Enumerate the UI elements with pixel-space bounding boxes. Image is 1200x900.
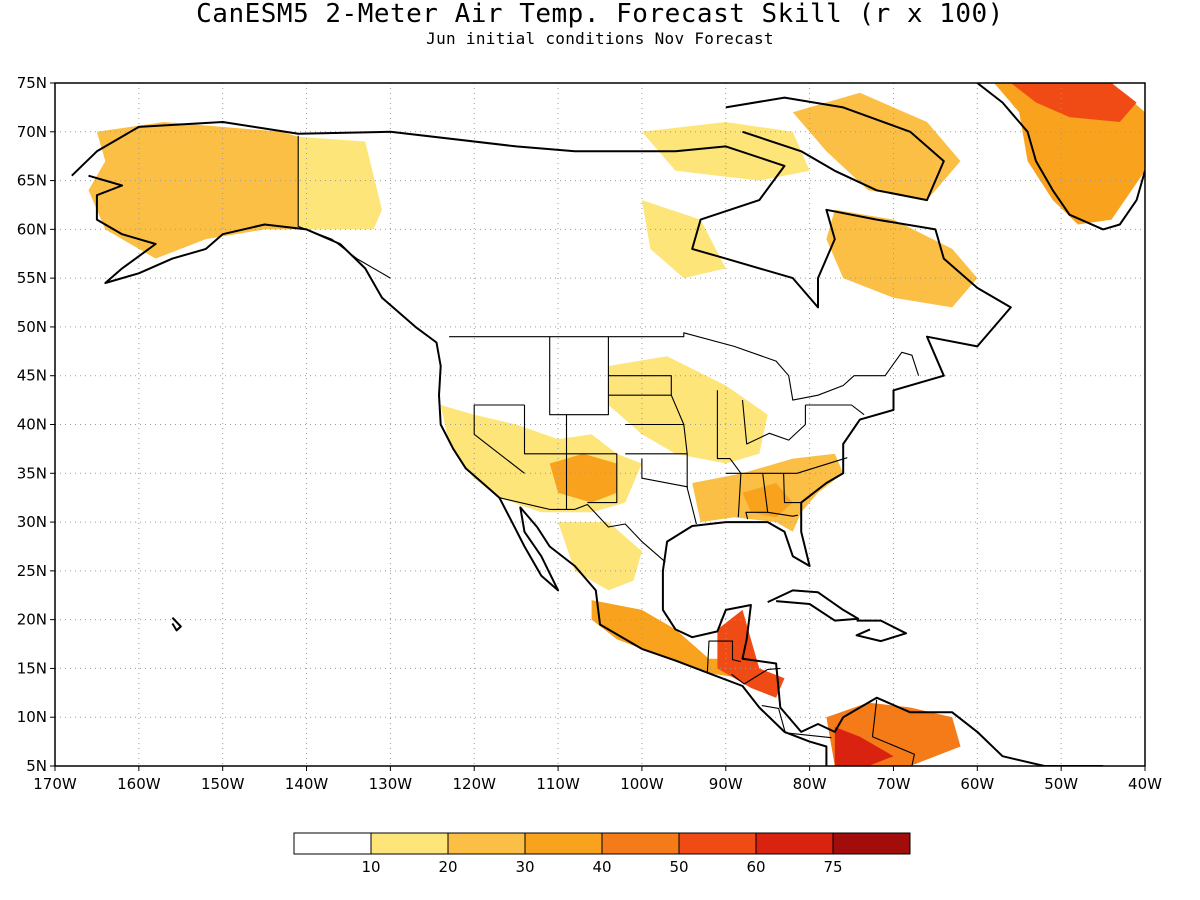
lon-tick-label: 80W bbox=[793, 775, 827, 793]
colorbar-swatch bbox=[601, 832, 680, 855]
lon-tick-label: 140W bbox=[285, 775, 329, 793]
colorbar-swatch bbox=[370, 832, 449, 855]
lat-tick-label: 35N bbox=[17, 464, 47, 482]
skill-region-mexico-south bbox=[591, 600, 743, 679]
colorbar-label: 10 bbox=[361, 858, 380, 876]
coastline-pacific-coast bbox=[88, 174, 828, 766]
border-us-state-lines bbox=[716, 390, 742, 518]
skill-region-labrador-quebec bbox=[826, 209, 978, 308]
border-us-state-lines bbox=[523, 405, 618, 504]
lon-tick-label: 90W bbox=[709, 775, 743, 793]
skill-region-central-america-core bbox=[717, 609, 785, 698]
map-title: CanESM5 2-Meter Air Temp. Forecast Skill… bbox=[196, 0, 1004, 29]
lon-tick-label: 150W bbox=[201, 775, 245, 793]
colorbar-label: 20 bbox=[438, 858, 457, 876]
border-us-mexico-border bbox=[499, 497, 666, 563]
lon-tick-label: 60W bbox=[960, 775, 994, 793]
lon-tick-label: 110W bbox=[536, 775, 580, 793]
border-us-state-lines bbox=[549, 336, 609, 416]
coastline-cuba bbox=[767, 589, 860, 622]
lon-tick-label: 50W bbox=[1044, 775, 1078, 793]
skill-region-southeast-core bbox=[742, 483, 793, 518]
lat-tick-label: 60N bbox=[17, 220, 47, 238]
colorbar: 10 20 30 40 50 60 75 bbox=[293, 832, 911, 876]
lat-tick-label: 10N bbox=[17, 708, 47, 726]
lon-tick-label: 170W bbox=[33, 775, 77, 793]
skill-region-us-west bbox=[440, 405, 642, 513]
skill-region-central-plains bbox=[608, 356, 768, 464]
coastline-hawaii bbox=[171, 617, 182, 632]
lat-tick-label: 50N bbox=[17, 318, 47, 336]
skill-region-mexico-north bbox=[558, 522, 642, 591]
skill-region-baffin bbox=[792, 92, 961, 201]
border-us-state-lines bbox=[608, 375, 697, 525]
coastline-north-america-coast bbox=[71, 121, 1104, 766]
lon-tick-label: 160W bbox=[117, 775, 161, 793]
colorbar-label: 60 bbox=[746, 858, 765, 876]
skill-region-alaska bbox=[88, 122, 299, 259]
skill-region-hudson-east bbox=[641, 200, 726, 279]
skill-region-greenland-core bbox=[1010, 83, 1137, 122]
lat-tick-label: 70N bbox=[17, 123, 47, 141]
lat-tick-label: 15N bbox=[17, 659, 47, 677]
border-alaska-canada-border bbox=[297, 135, 391, 279]
lat-tick-label: 25N bbox=[17, 562, 47, 580]
colorbar-swatch bbox=[678, 832, 757, 855]
lon-tick-label: 40W bbox=[1128, 775, 1162, 793]
skill-region-south-america-core bbox=[834, 727, 894, 766]
border-us-state-lines bbox=[783, 473, 802, 504]
border-mexico-central-america bbox=[731, 667, 781, 685]
border-us-state-lines bbox=[641, 458, 689, 488]
colorbar-swatch bbox=[832, 832, 911, 855]
border-canada-us-border bbox=[449, 332, 920, 401]
lon-tick-label: 120W bbox=[452, 775, 496, 793]
lat-tick-label: 45N bbox=[17, 367, 47, 385]
border-south-america-borders bbox=[871, 699, 915, 766]
lat-tick-label: 30N bbox=[17, 513, 47, 531]
border-us-state-lines bbox=[805, 404, 865, 416]
colorbar-label: 75 bbox=[823, 858, 842, 876]
coastline-hispaniola bbox=[855, 619, 907, 643]
colorbar-swatch bbox=[524, 832, 603, 855]
lat-tick-label: 20N bbox=[17, 611, 47, 629]
border-us-state-lines bbox=[725, 457, 848, 474]
lon-tick-label: 70W bbox=[877, 775, 911, 793]
colorbar-swatch bbox=[755, 832, 834, 855]
colorbar-swatch bbox=[293, 832, 372, 855]
colorbar-label: 30 bbox=[515, 858, 534, 876]
lat-tick-label: 5N bbox=[26, 757, 47, 775]
lat-tick-label: 40N bbox=[17, 416, 47, 434]
border-mexico-central-america bbox=[706, 640, 742, 674]
map-subtitle: Jun initial conditions Nov Forecast bbox=[426, 29, 774, 48]
lon-tick-label: 130W bbox=[369, 775, 413, 793]
lat-tick-label: 65N bbox=[17, 172, 47, 190]
colorbar-swatch bbox=[447, 832, 526, 855]
border-mexico-central-america bbox=[761, 704, 832, 739]
coastline-baffin-coast bbox=[725, 96, 945, 202]
border-us-state-lines bbox=[741, 400, 806, 445]
lat-tick-label: 55N bbox=[17, 269, 47, 287]
lat-tick-label: 75N bbox=[17, 74, 47, 92]
coastline-greenland-coast bbox=[976, 83, 1145, 231]
skill-region-yukon bbox=[298, 136, 382, 230]
border-us-state-lines bbox=[745, 473, 769, 520]
lon-tick-label: 100W bbox=[620, 775, 664, 793]
colorbar-label: 40 bbox=[592, 858, 611, 876]
skill-region-arctic-islands bbox=[641, 122, 810, 181]
border-us-state-lines bbox=[473, 404, 525, 474]
border-us-state-lines bbox=[767, 511, 799, 517]
colorbar-label: 50 bbox=[669, 858, 688, 876]
